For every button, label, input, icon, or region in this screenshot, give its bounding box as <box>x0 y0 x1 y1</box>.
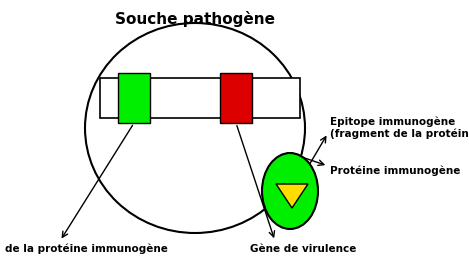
Text: Souche pathogène: Souche pathogène <box>115 11 275 27</box>
Bar <box>100 78 300 118</box>
Ellipse shape <box>85 23 305 233</box>
Ellipse shape <box>262 153 318 229</box>
Polygon shape <box>276 184 308 208</box>
Text: Gène de virulence: Gène de virulence <box>250 244 356 254</box>
Bar <box>118 73 150 123</box>
Text: de la protéine immunogène: de la protéine immunogène <box>5 243 168 254</box>
Text: Epitope immunogène
(fragment de la protéine): Epitope immunogène (fragment de la proté… <box>330 117 469 139</box>
Bar <box>220 73 252 123</box>
Text: Protéine immunogène: Protéine immunogène <box>330 166 461 176</box>
